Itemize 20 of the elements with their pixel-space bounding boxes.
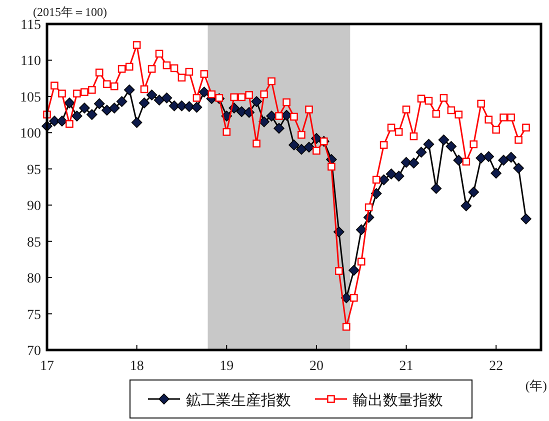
y-tick-label: 110 bbox=[20, 54, 41, 70]
x-tick-label: 18 bbox=[130, 359, 144, 374]
x-tick-label: 20 bbox=[309, 359, 324, 374]
y-axis-title: (2015年＝100) bbox=[33, 5, 107, 19]
y-tick-label: 75 bbox=[27, 308, 41, 323]
legend-label: 鉱工業生産指数 bbox=[186, 392, 291, 409]
y-tick-label: 100 bbox=[20, 126, 41, 142]
y-tick-label: 105 bbox=[20, 90, 41, 106]
y-tick-label: 115 bbox=[20, 18, 41, 33]
y-tick-label: 85 bbox=[27, 235, 41, 250]
legend-label: 輸出数量指数 bbox=[353, 392, 443, 409]
y-tick-label: 95 bbox=[27, 162, 41, 178]
x-tick-label: 22 bbox=[489, 359, 504, 374]
x-axis-title: (年) bbox=[525, 378, 547, 393]
y-tick-label: 70 bbox=[27, 344, 41, 359]
x-tick-label: 17 bbox=[40, 359, 54, 374]
x-tick-label: 21 bbox=[399, 359, 414, 374]
y-tick-label: 90 bbox=[27, 199, 41, 214]
x-tick-label: 19 bbox=[220, 359, 234, 374]
y-tick-label: 80 bbox=[27, 272, 41, 287]
